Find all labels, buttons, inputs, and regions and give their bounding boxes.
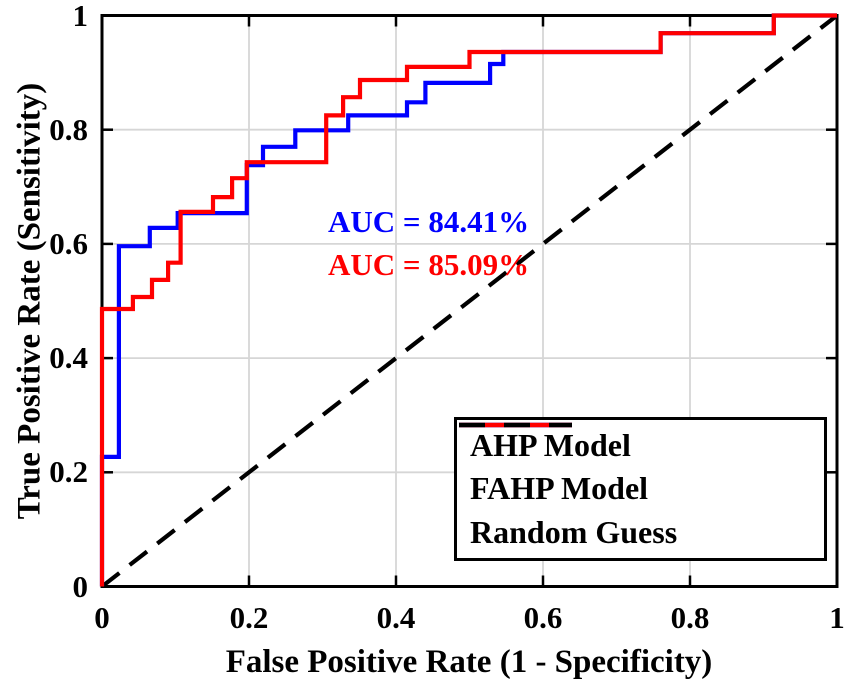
x-tick-label: 1: [829, 600, 845, 635]
y-axis-title: True Positive Rate (Sensitivity): [11, 82, 48, 520]
legend-line-sample-random-guess: [459, 422, 572, 428]
x-tick-label: 0.8: [670, 600, 710, 635]
legend-item-ahp: AHP Model: [457, 422, 824, 466]
legend-box: AHP Model FAHP Model Random Guess: [454, 417, 827, 561]
y-tick-label: 0: [72, 568, 89, 604]
plot-border: [100, 14, 839, 588]
legend-item-fahp: FAHP Model: [457, 422, 824, 509]
legend-item-random-guess: Random Guess: [457, 422, 824, 552]
auc-annotation-fahp: AUC = 85.09%: [328, 247, 530, 283]
x-tick-label: 0.4: [376, 600, 416, 635]
auc-annotation-ahp: AUC = 84.41%: [328, 204, 530, 240]
legend-label: AHP Model: [470, 427, 631, 464]
y-tick-label: 0.6: [49, 225, 88, 261]
x-axis-title: False Positive Rate (1 - Specificity): [225, 644, 713, 680]
x-tick-label: 0.6: [523, 600, 563, 635]
x-tick-label: 0.2: [229, 600, 269, 635]
y-tick-label: 0.4: [49, 340, 88, 376]
y-tick-label: 1: [72, 0, 89, 33]
y-tick-label: 0.8: [49, 111, 88, 147]
legend-label: Random Guess: [470, 513, 678, 550]
y-tick-label: 0.2: [49, 454, 88, 490]
series-curve-random-guess: [100, 13, 839, 589]
series-curve-fahp-model: [99, 13, 837, 587]
x-tick-label: 0: [94, 600, 110, 635]
legend-label: FAHP Model: [470, 470, 649, 507]
